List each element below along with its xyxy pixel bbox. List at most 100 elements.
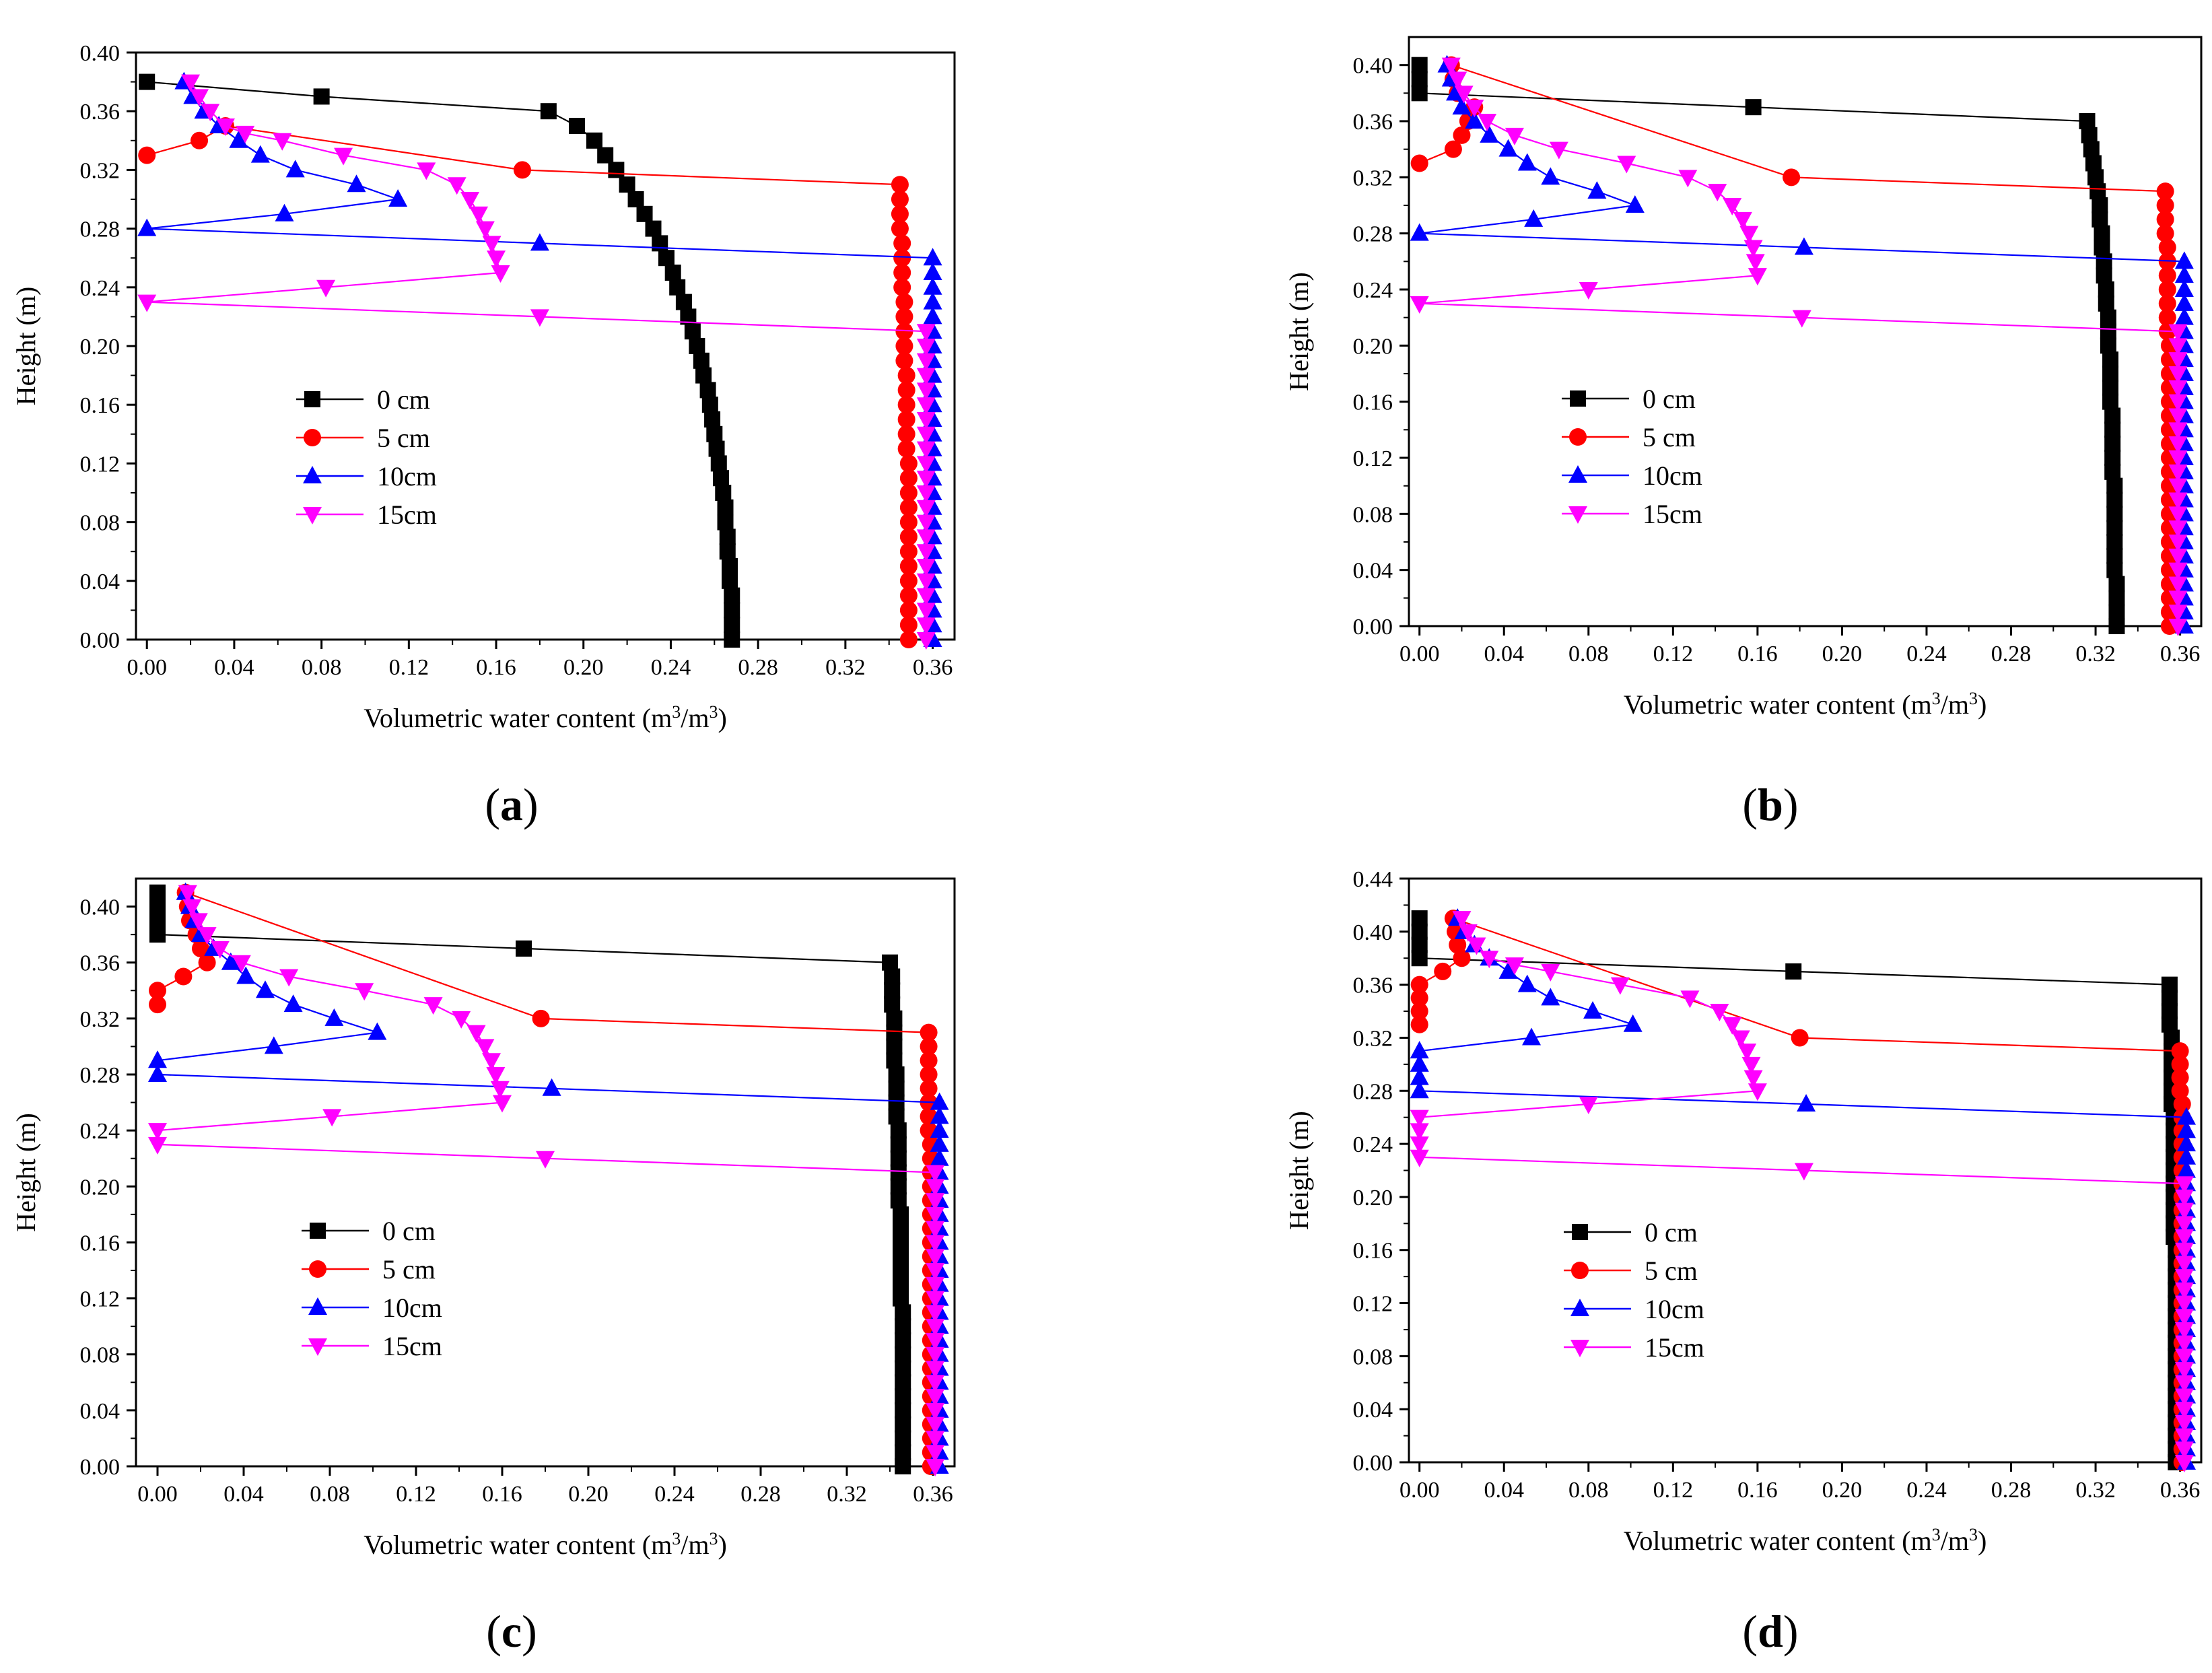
data-point (895, 1444, 911, 1461)
data-point (2168, 478, 2188, 496)
y-axis-title: Height (m) (11, 1113, 41, 1232)
x-axis-title: Volumetric water content (m3/m3) (1624, 689, 1987, 720)
data-point (174, 967, 193, 986)
data-point (926, 1319, 945, 1337)
data-point (2108, 576, 2125, 592)
data-point (882, 954, 898, 971)
data-point (926, 1346, 945, 1365)
data-point (2174, 1335, 2194, 1353)
x-tick-label: 0.12 (396, 1482, 436, 1507)
data-point (1541, 988, 1560, 1006)
series-line (147, 81, 934, 640)
data-point (1410, 223, 1429, 241)
data-point (536, 1151, 555, 1169)
data-point (2174, 1428, 2194, 1446)
data-point (2168, 605, 2188, 623)
data-point (893, 278, 911, 296)
panel-label: (a) (485, 779, 538, 830)
x-tick-label: 0.00 (1399, 1478, 1440, 1503)
series-0cm (1411, 910, 2184, 1470)
data-point (2174, 1414, 2194, 1433)
series-15cm (148, 885, 945, 1476)
data-point (530, 309, 549, 327)
y-tick-label: 0.16 (1353, 1239, 1393, 1264)
data-point (181, 74, 201, 92)
data-point (916, 368, 936, 386)
legend-item: 0 cm (296, 384, 430, 415)
data-point (530, 233, 549, 251)
series-line (146, 125, 910, 640)
data-point (930, 1148, 949, 1166)
data-point (608, 162, 625, 178)
x-axis-title: Volumetric water content (m3/m3) (364, 1529, 727, 1561)
x-axis-title: Volumetric water content (m3/m3) (364, 702, 727, 734)
data-point (895, 351, 913, 370)
data-point (2174, 265, 2194, 283)
data-point (2174, 1229, 2194, 1248)
series-line (1418, 918, 2185, 1462)
x-tick-label: 0.04 (1484, 1478, 1524, 1503)
legend-marker-triangle-down (308, 1338, 327, 1356)
data-point (916, 632, 936, 650)
legend-marker-square (310, 1223, 326, 1239)
data-point (191, 131, 209, 149)
data-point (2108, 604, 2125, 621)
data-point (516, 940, 532, 957)
data-point (888, 1080, 905, 1097)
data-point (930, 1134, 949, 1152)
data-point (916, 603, 936, 621)
data-point (1480, 125, 1499, 143)
data-point (148, 1123, 167, 1141)
legend-label: 0 cm (377, 384, 430, 415)
data-point (627, 191, 644, 207)
data-point (2177, 1147, 2197, 1165)
y-tick-label: 0.20 (80, 335, 120, 360)
data-point (897, 425, 915, 443)
data-point (1478, 114, 1497, 131)
data-point (1524, 209, 1544, 227)
y-tick-label: 0.28 (80, 1063, 120, 1088)
data-point (137, 218, 157, 236)
data-point (2158, 308, 2176, 327)
series-15cm (1410, 57, 2188, 636)
data-point (926, 1305, 945, 1323)
x-tick-label: 0.36 (2160, 1478, 2201, 1503)
legend-marker-triangle-up (303, 466, 322, 483)
data-point (2100, 337, 2116, 354)
data-point (658, 250, 675, 267)
data-point (2106, 477, 2123, 494)
data-point (486, 1067, 506, 1085)
data-point (313, 88, 330, 105)
data-point (316, 279, 336, 298)
data-point (916, 544, 936, 562)
data-point (1410, 1136, 1429, 1155)
legend-label: 10cm (377, 461, 437, 491)
series-0cm (1411, 57, 2125, 634)
data-point (886, 1024, 903, 1041)
x-tick-label: 0.32 (2075, 642, 2116, 667)
data-point (890, 1164, 907, 1181)
data-point (1748, 268, 1767, 286)
data-point (689, 338, 705, 354)
y-tick-label: 0.28 (80, 217, 120, 242)
data-point (1623, 1014, 1643, 1032)
data-point (2168, 324, 2188, 342)
data-point (893, 1206, 909, 1223)
data-point (886, 1038, 903, 1055)
data-point (2174, 307, 2194, 325)
data-point (2158, 294, 2176, 312)
x-tick-label: 0.32 (825, 655, 866, 680)
x-tick-label: 0.32 (827, 1482, 867, 1507)
series-line (1419, 65, 2179, 626)
data-point (693, 352, 710, 369)
data-point (923, 248, 942, 266)
data-point (699, 382, 716, 399)
data-point (2102, 379, 2119, 396)
data-point (2174, 1388, 2194, 1406)
data-point (897, 366, 915, 384)
series-line (156, 892, 936, 1466)
data-point (1411, 950, 1428, 967)
data-point (926, 1276, 945, 1295)
data-point (926, 1193, 945, 1211)
data-point (893, 264, 911, 281)
